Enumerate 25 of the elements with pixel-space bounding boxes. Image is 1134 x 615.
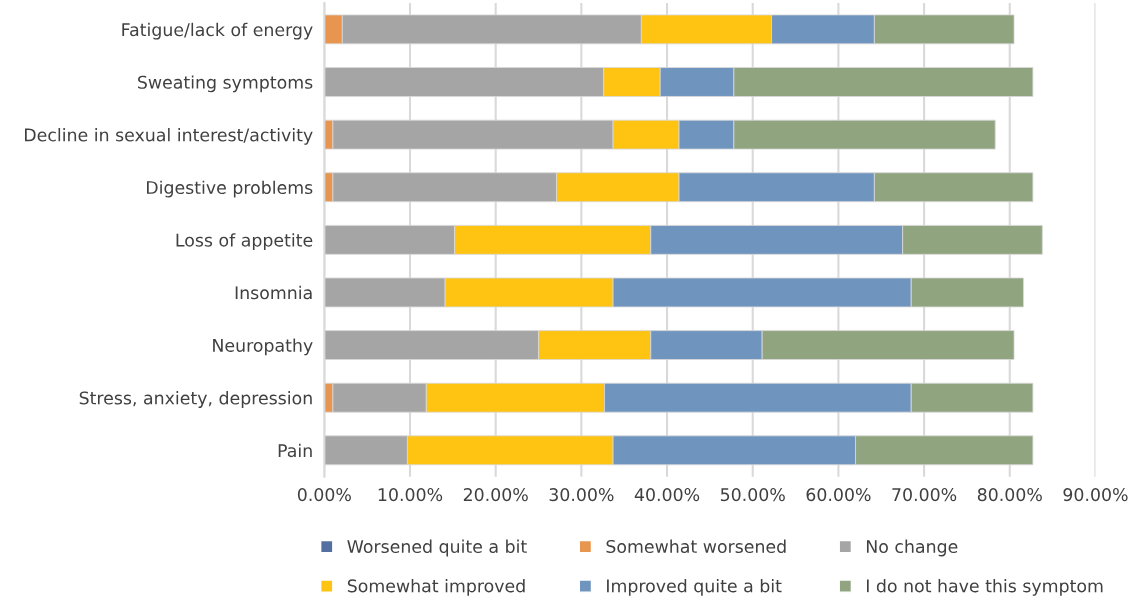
- y-tick-label: Stress, anxiety, depression: [79, 391, 312, 408]
- x-tick-label: 90.00%: [1063, 488, 1128, 502]
- y-tick-label: Digestive problems: [147, 180, 313, 198]
- x-tick-label: 60.00%: [806, 488, 871, 502]
- y-tick-label: Neuropathy: [213, 338, 313, 356]
- legend-label: Somewhat worsened: [606, 539, 786, 554]
- y-tick-label: Sweating symptoms: [138, 75, 313, 93]
- y-tick-label: Loss of appetite: [176, 233, 313, 251]
- legend-label: I do not have this symptom: [866, 578, 1103, 596]
- x-tick-label: 0.00%: [297, 488, 351, 502]
- legend-label: Worsened quite a bit: [347, 539, 527, 557]
- legend-label: Somewhat improved: [347, 578, 525, 596]
- x-tick-label: 20.00%: [463, 488, 528, 502]
- y-tick-label: Pain: [278, 443, 312, 458]
- x-tick-label: 50.00%: [720, 488, 785, 502]
- legend-label: No change: [866, 539, 958, 557]
- y-tick-label: Fatigue/lack of energy: [122, 22, 313, 40]
- x-tick-label: 10.00%: [378, 488, 443, 502]
- x-tick-label: 70.00%: [892, 488, 957, 502]
- x-tick-label: 40.00%: [634, 488, 700, 502]
- x-tick-label: 80.00%: [977, 488, 1042, 502]
- y-tick-label: Insomnia: [235, 285, 312, 300]
- x-tick-label: 30.00%: [549, 488, 614, 502]
- legend-label: Improved quite a bit: [607, 578, 782, 596]
- y-tick-label: Decline in sexual interest/activity: [25, 128, 313, 145]
